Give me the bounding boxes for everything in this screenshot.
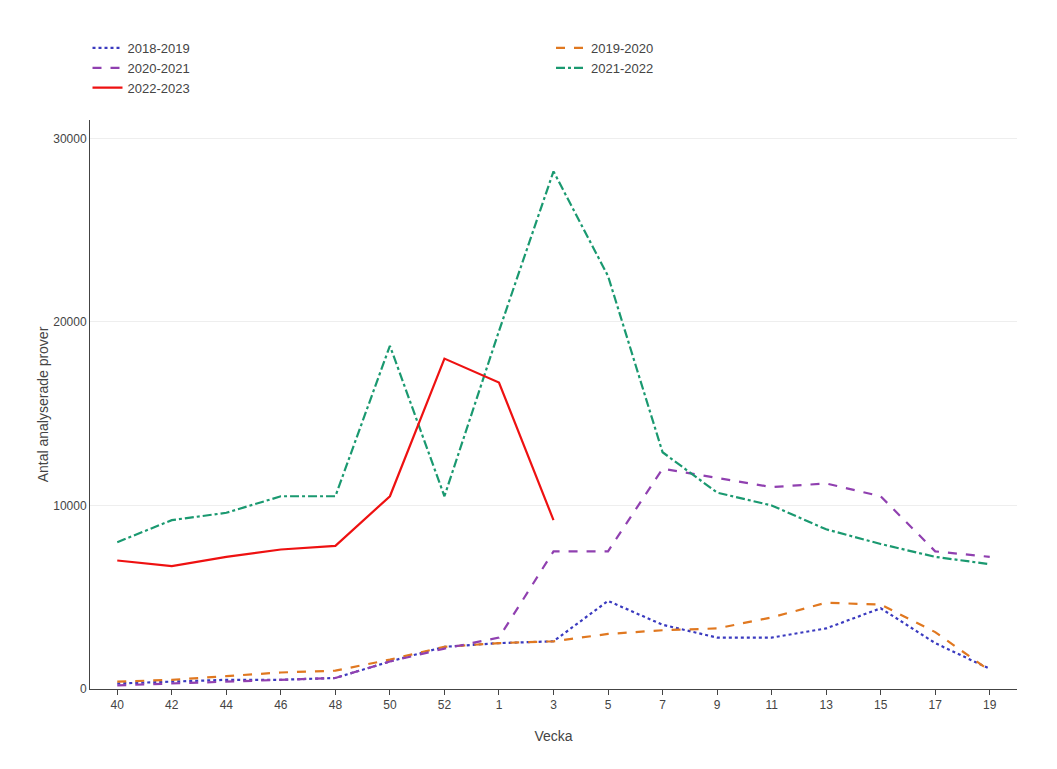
svg-text:0: 0 xyxy=(80,682,87,696)
svg-text:13: 13 xyxy=(819,698,833,712)
svg-text:2021-2022: 2021-2022 xyxy=(591,61,653,76)
svg-text:2022-2023: 2022-2023 xyxy=(128,81,190,96)
svg-text:1: 1 xyxy=(496,698,503,712)
svg-text:10000: 10000 xyxy=(53,499,87,513)
svg-text:15: 15 xyxy=(874,698,888,712)
svg-text:2020-2021: 2020-2021 xyxy=(128,61,190,76)
svg-text:9: 9 xyxy=(714,698,721,712)
svg-text:20000: 20000 xyxy=(53,315,87,329)
svg-text:46: 46 xyxy=(274,698,288,712)
svg-text:19: 19 xyxy=(983,698,997,712)
svg-text:17: 17 xyxy=(929,698,943,712)
svg-text:7: 7 xyxy=(659,698,666,712)
svg-text:30000: 30000 xyxy=(53,132,87,146)
svg-text:42: 42 xyxy=(165,698,179,712)
svg-text:52: 52 xyxy=(438,698,452,712)
svg-text:40: 40 xyxy=(111,698,125,712)
svg-text:11: 11 xyxy=(765,698,778,712)
svg-text:3: 3 xyxy=(550,698,557,712)
svg-text:48: 48 xyxy=(329,698,343,712)
svg-text:2018-2019: 2018-2019 xyxy=(128,41,190,56)
svg-text:50: 50 xyxy=(383,698,397,712)
svg-text:5: 5 xyxy=(605,698,612,712)
svg-text:2019-2020: 2019-2020 xyxy=(591,41,653,56)
svg-text:Vecka: Vecka xyxy=(534,728,572,744)
svg-text:44: 44 xyxy=(220,698,234,712)
svg-text:Antal analyserade prover: Antal analyserade prover xyxy=(35,326,51,482)
